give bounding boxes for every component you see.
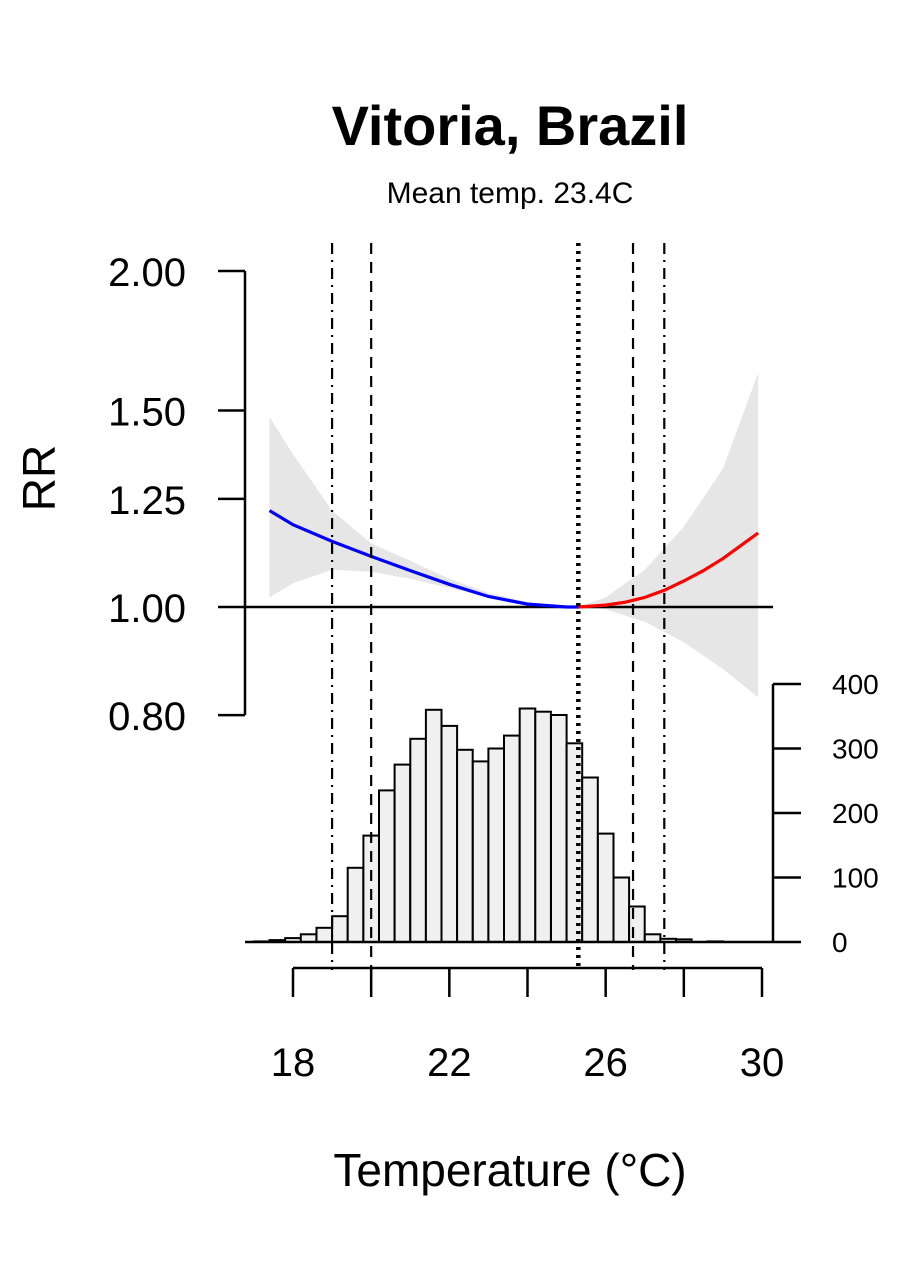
histogram-bar <box>378 789 396 944</box>
x-axis-label: Temperature (°C) <box>333 1144 686 1196</box>
histogram-bar <box>550 714 568 943</box>
y-right-tick-label: 100 <box>832 863 879 894</box>
histogram-bar <box>503 734 521 943</box>
histogram-bar <box>440 724 459 944</box>
y-left-tick-label: 0.80 <box>108 695 186 739</box>
chart-subtitle: Mean temp. 23.4C <box>387 177 634 210</box>
histogram-bar <box>424 708 443 943</box>
x-tick-label: 18 <box>271 1041 316 1085</box>
y-left-tick-label: 2.00 <box>108 251 186 295</box>
y-axis-label: RR <box>13 445 65 511</box>
confidence-band <box>269 373 759 698</box>
histogram-bar <box>471 760 490 944</box>
x-tick-label: 30 <box>740 1041 785 1085</box>
histogram-bar <box>346 866 365 943</box>
x-tick-label: 22 <box>427 1041 472 1085</box>
confidence-band-area <box>269 373 759 698</box>
histogram-bar <box>409 737 427 943</box>
histogram-bar <box>612 876 631 943</box>
y-right-tick-label: 0 <box>832 927 848 958</box>
histogram-bar <box>315 926 334 943</box>
y-left-tick-label: 1.50 <box>108 390 186 434</box>
y-left-tick-label: 1.25 <box>108 479 186 523</box>
x-tick-label: 26 <box>583 1041 628 1085</box>
histogram-bar <box>596 832 615 943</box>
histogram-bar <box>331 915 349 944</box>
cold-curve <box>268 509 579 609</box>
histogram-bar <box>518 707 537 943</box>
y-right-tick-label: 300 <box>832 734 879 765</box>
histogram-bar <box>456 748 474 943</box>
axes: 0.80 1.00 1.25 1.50 2.00 0 100 200 300 400 18 22 26 3… <box>108 251 879 1085</box>
histogram-bar <box>534 710 552 944</box>
histogram-bar <box>393 763 412 943</box>
y-right-tick-label: 200 <box>832 798 879 829</box>
histogram-bar <box>581 776 599 943</box>
histogram <box>245 707 773 944</box>
histogram-bar <box>487 747 505 943</box>
rr-curves <box>268 509 760 609</box>
y-left-tick-label: 1.00 <box>108 587 186 631</box>
y-right-tick-label: 400 <box>832 669 879 700</box>
histogram-bar <box>628 905 646 943</box>
heat-curve <box>578 531 760 609</box>
chart-title: Vitoria, Brazil <box>332 94 689 157</box>
threshold-lines <box>330 243 666 970</box>
